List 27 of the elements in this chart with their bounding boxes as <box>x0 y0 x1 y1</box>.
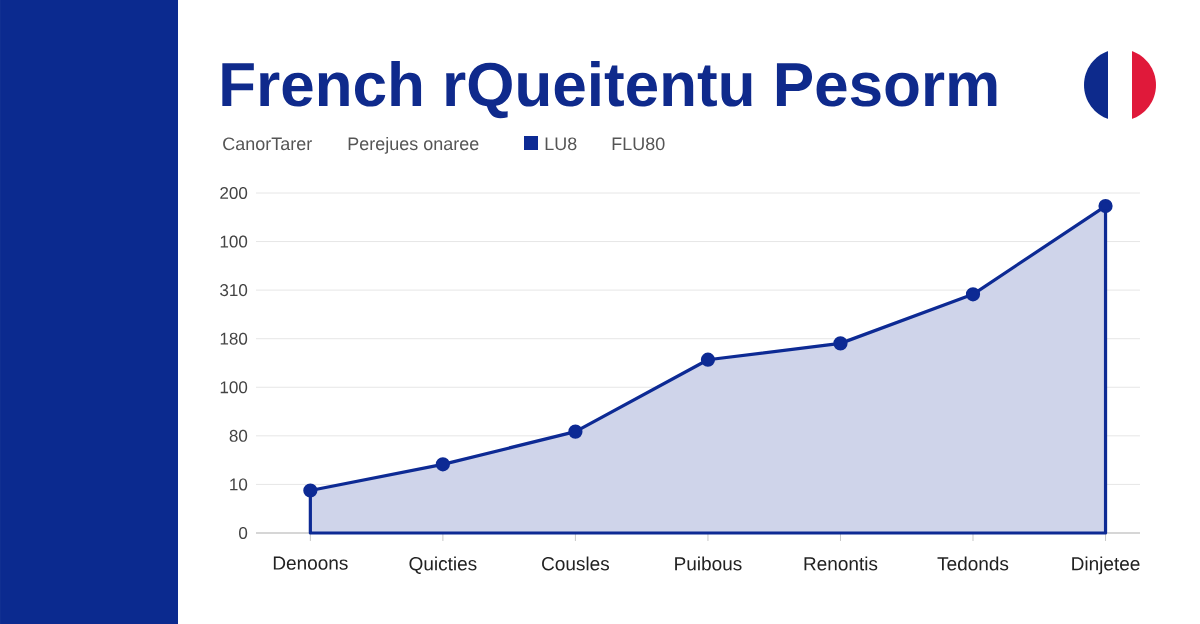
text: 100 <box>220 235 248 248</box>
point <box>435 457 450 472</box>
point <box>1098 198 1113 214</box>
text: 80 <box>229 429 248 442</box>
legend-label: LU8 <box>545 137 577 151</box>
text: 100 <box>220 381 248 394</box>
text: FLU80 <box>612 137 665 151</box>
point <box>833 336 848 351</box>
x-tick-label: Puibous <box>675 556 742 571</box>
x-tick-label: Renontis <box>804 556 878 571</box>
point <box>700 352 716 367</box>
text: 200 <box>220 186 248 200</box>
x-tick-label: Tedonds <box>937 556 1009 571</box>
point <box>965 287 981 302</box>
chart-title: French rQueitentu Pesorm <box>222 61 997 119</box>
text: 310 <box>220 284 248 297</box>
text: Perejues onaree <box>348 136 479 154</box>
text: 0 <box>239 526 248 540</box>
point <box>303 483 318 498</box>
legend-title: CanorTarer <box>223 137 312 151</box>
text: 10 <box>230 478 248 491</box>
x-tick-label: Dinjetee <box>1072 556 1140 575</box>
x-tick-label: Denoons <box>273 556 348 570</box>
text: 180 <box>220 332 248 345</box>
point <box>568 424 583 439</box>
x-tick-label: Quicties <box>409 556 477 574</box>
x-tick-label: Cousles <box>542 556 610 571</box>
